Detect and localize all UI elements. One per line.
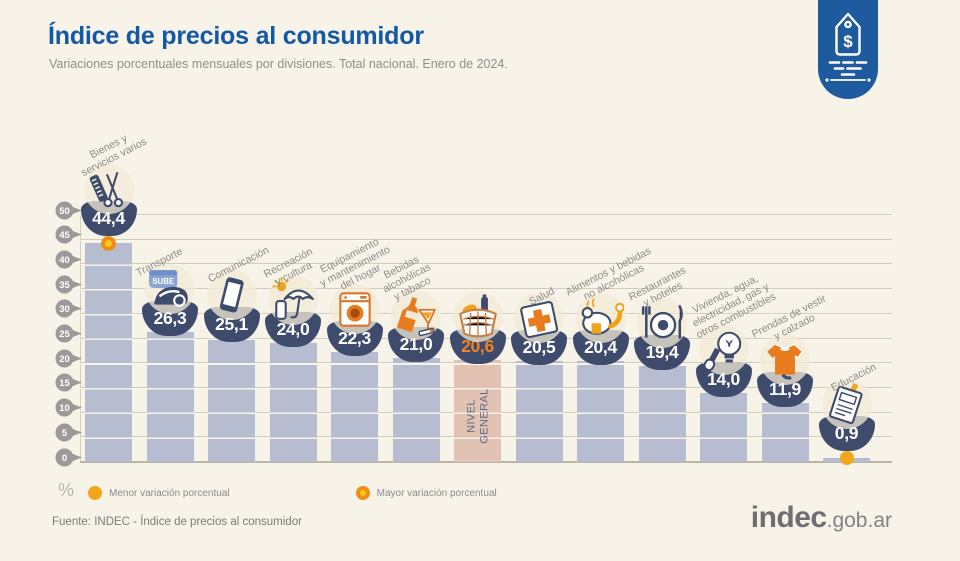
mayor-variacion-marker-icon [100, 235, 116, 251]
y-tick-25: 25 [55, 324, 83, 348]
tshirt-icon [760, 335, 810, 386]
bar [146, 332, 194, 462]
svg-text:SUBE: SUBE [152, 277, 174, 286]
svg-text:40: 40 [59, 255, 70, 266]
y-axis-unit-label: % [58, 480, 75, 500]
gridline-40 [80, 263, 892, 266]
drinks-tobacco-icon [391, 290, 441, 341]
source-note: Fuente: INDEC - Índice de precios al con… [52, 516, 302, 528]
y-tick-10: 10 [55, 398, 83, 422]
bar [761, 403, 809, 462]
lightbulb-icon [698, 324, 749, 375]
value-label: 19,4 [645, 342, 679, 363]
svg-text:$: $ [843, 32, 853, 51]
bar [638, 366, 686, 462]
smartphone-icon [206, 270, 257, 321]
y-tick-45: 45 [55, 225, 83, 249]
legend-label-menor: Menor variación porcentual [109, 487, 230, 499]
umbrella-sun-icon [268, 275, 318, 326]
value-label: 11,9 [769, 379, 801, 400]
menor-variacion-dot-icon [88, 486, 102, 500]
y-tick-5: 5 [55, 423, 83, 447]
gridline-45 [80, 238, 892, 241]
value-label: 24,0 [276, 319, 310, 340]
y-tick-0: 0 [55, 448, 83, 472]
indec-logo-text: indec [750, 501, 827, 534]
svg-text:20: 20 [59, 354, 70, 365]
price-tag-badge: $ [818, 0, 878, 99]
svg-text:25: 25 [59, 329, 70, 340]
bar [700, 392, 747, 462]
y-tick-40: 40 [55, 250, 83, 274]
y-tick-20: 20 [55, 349, 83, 373]
nivel-general-bar-label: NIVEL GENERAL [464, 388, 490, 444]
gridline-50 [80, 214, 892, 216]
svg-text:30: 30 [59, 304, 70, 315]
indec-logo-suffix: .gob.ar [826, 509, 892, 532]
value-label: 26,3 [153, 308, 187, 329]
svg-text:5: 5 [62, 428, 68, 439]
legend-item-menor: Menor variación porcentual [88, 486, 230, 500]
svg-text:45: 45 [59, 230, 70, 241]
value-label: 25,1 [215, 314, 248, 335]
bar [577, 361, 624, 462]
washing-machine-icon [329, 283, 380, 334]
health-cross-icon [514, 292, 564, 343]
svg-text:10: 10 [59, 403, 70, 414]
svg-text:35: 35 [59, 280, 70, 291]
legend-item-mayor: Mayor variación porcentual [355, 486, 497, 500]
bar [331, 351, 378, 462]
indec-logo: indec .gob.ar [751, 501, 892, 535]
gridline-35 [80, 288, 892, 291]
value-label: 22,3 [338, 327, 371, 348]
value-label: 21,0 [399, 334, 433, 355]
page-title: Índice de precios al consumidor [48, 22, 424, 50]
y-tick-50: 50 [55, 201, 83, 225]
svg-text:50: 50 [59, 206, 70, 217]
menor-variacion-marker-icon [839, 450, 854, 465]
svg-text:15: 15 [59, 378, 70, 389]
notebook-icon [821, 378, 872, 429]
y-tick-15: 15 [55, 373, 83, 397]
bar [515, 360, 563, 462]
value-label: 14,0 [707, 368, 740, 389]
comb-scissors-icon [83, 163, 134, 214]
page-subtitle: Variaciones porcentuales mensuales por d… [49, 57, 508, 71]
bar [392, 358, 440, 462]
chart-legend: Menor variación porcentual Mayor variaci… [88, 486, 497, 500]
bar [85, 242, 132, 462]
transport-card-icon: SUBE [145, 264, 195, 315]
price-tag-icon: $ [818, 12, 878, 103]
cutlery-icon [637, 298, 687, 349]
legend-label-mayor: Mayor variación porcentual [376, 487, 497, 499]
value-label: 20,4 [584, 337, 617, 358]
svg-text:0: 0 [62, 453, 67, 464]
y-tick-30: 30 [55, 299, 83, 323]
bar-nivel-general: NIVEL GENERAL [454, 360, 501, 462]
value-label: 20,6 [461, 336, 494, 357]
shopping-basket-icon [452, 292, 503, 343]
bar [269, 343, 317, 462]
gridline-0 [80, 461, 892, 463]
mayor-variacion-dot-icon [355, 486, 370, 500]
poultry-icon [575, 293, 626, 344]
bar [208, 338, 255, 462]
y-tick-35: 35 [55, 275, 83, 299]
